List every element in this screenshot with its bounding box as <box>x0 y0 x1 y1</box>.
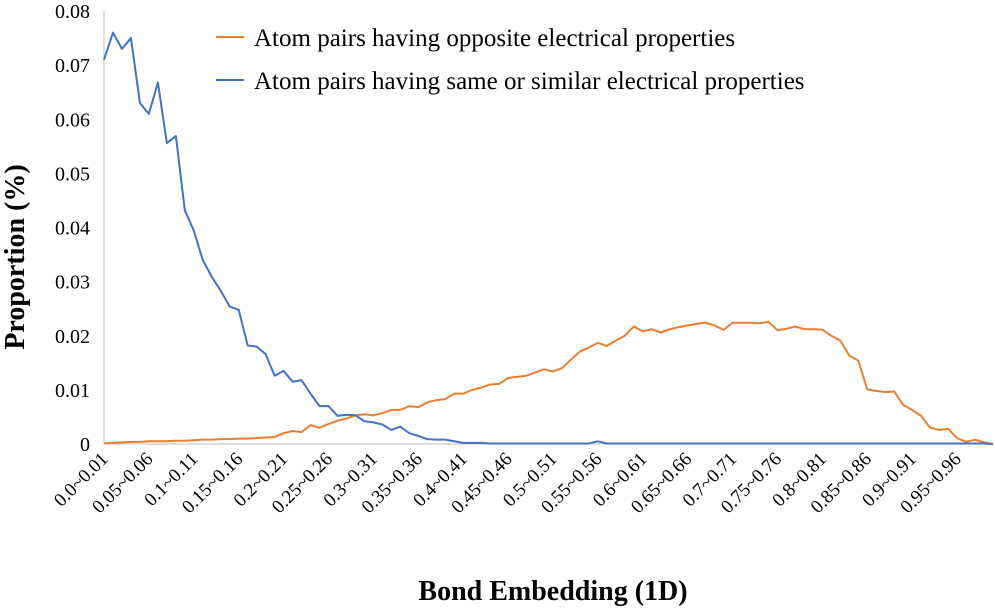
y-axis-title: Proportion (%) <box>0 164 31 349</box>
series-layer <box>103 31 994 445</box>
legend-label: Atom pairs having same or similar electr… <box>254 68 805 95</box>
y-tick-label: 0 <box>80 434 90 456</box>
series-line-opposite <box>103 320 994 445</box>
x-axis-title: Bond Embedding (1D) <box>418 576 687 607</box>
series-line-similar <box>103 31 994 445</box>
y-tick-label: 0.01 <box>55 380 90 402</box>
legend-label: Atom pairs having opposite electrical pr… <box>254 25 735 52</box>
y-tick-label: 0.03 <box>55 272 90 294</box>
y-tick-label: 0.02 <box>55 326 90 348</box>
y-tick-label: 0.08 <box>55 1 90 23</box>
legend: Atom pairs having opposite electrical pr… <box>216 25 805 95</box>
y-tick-label: 0.05 <box>55 163 90 185</box>
y-tick-label: 0.07 <box>55 55 90 77</box>
y-tick-label: 0.04 <box>55 218 90 240</box>
y-tick-label: 0.06 <box>55 109 90 131</box>
